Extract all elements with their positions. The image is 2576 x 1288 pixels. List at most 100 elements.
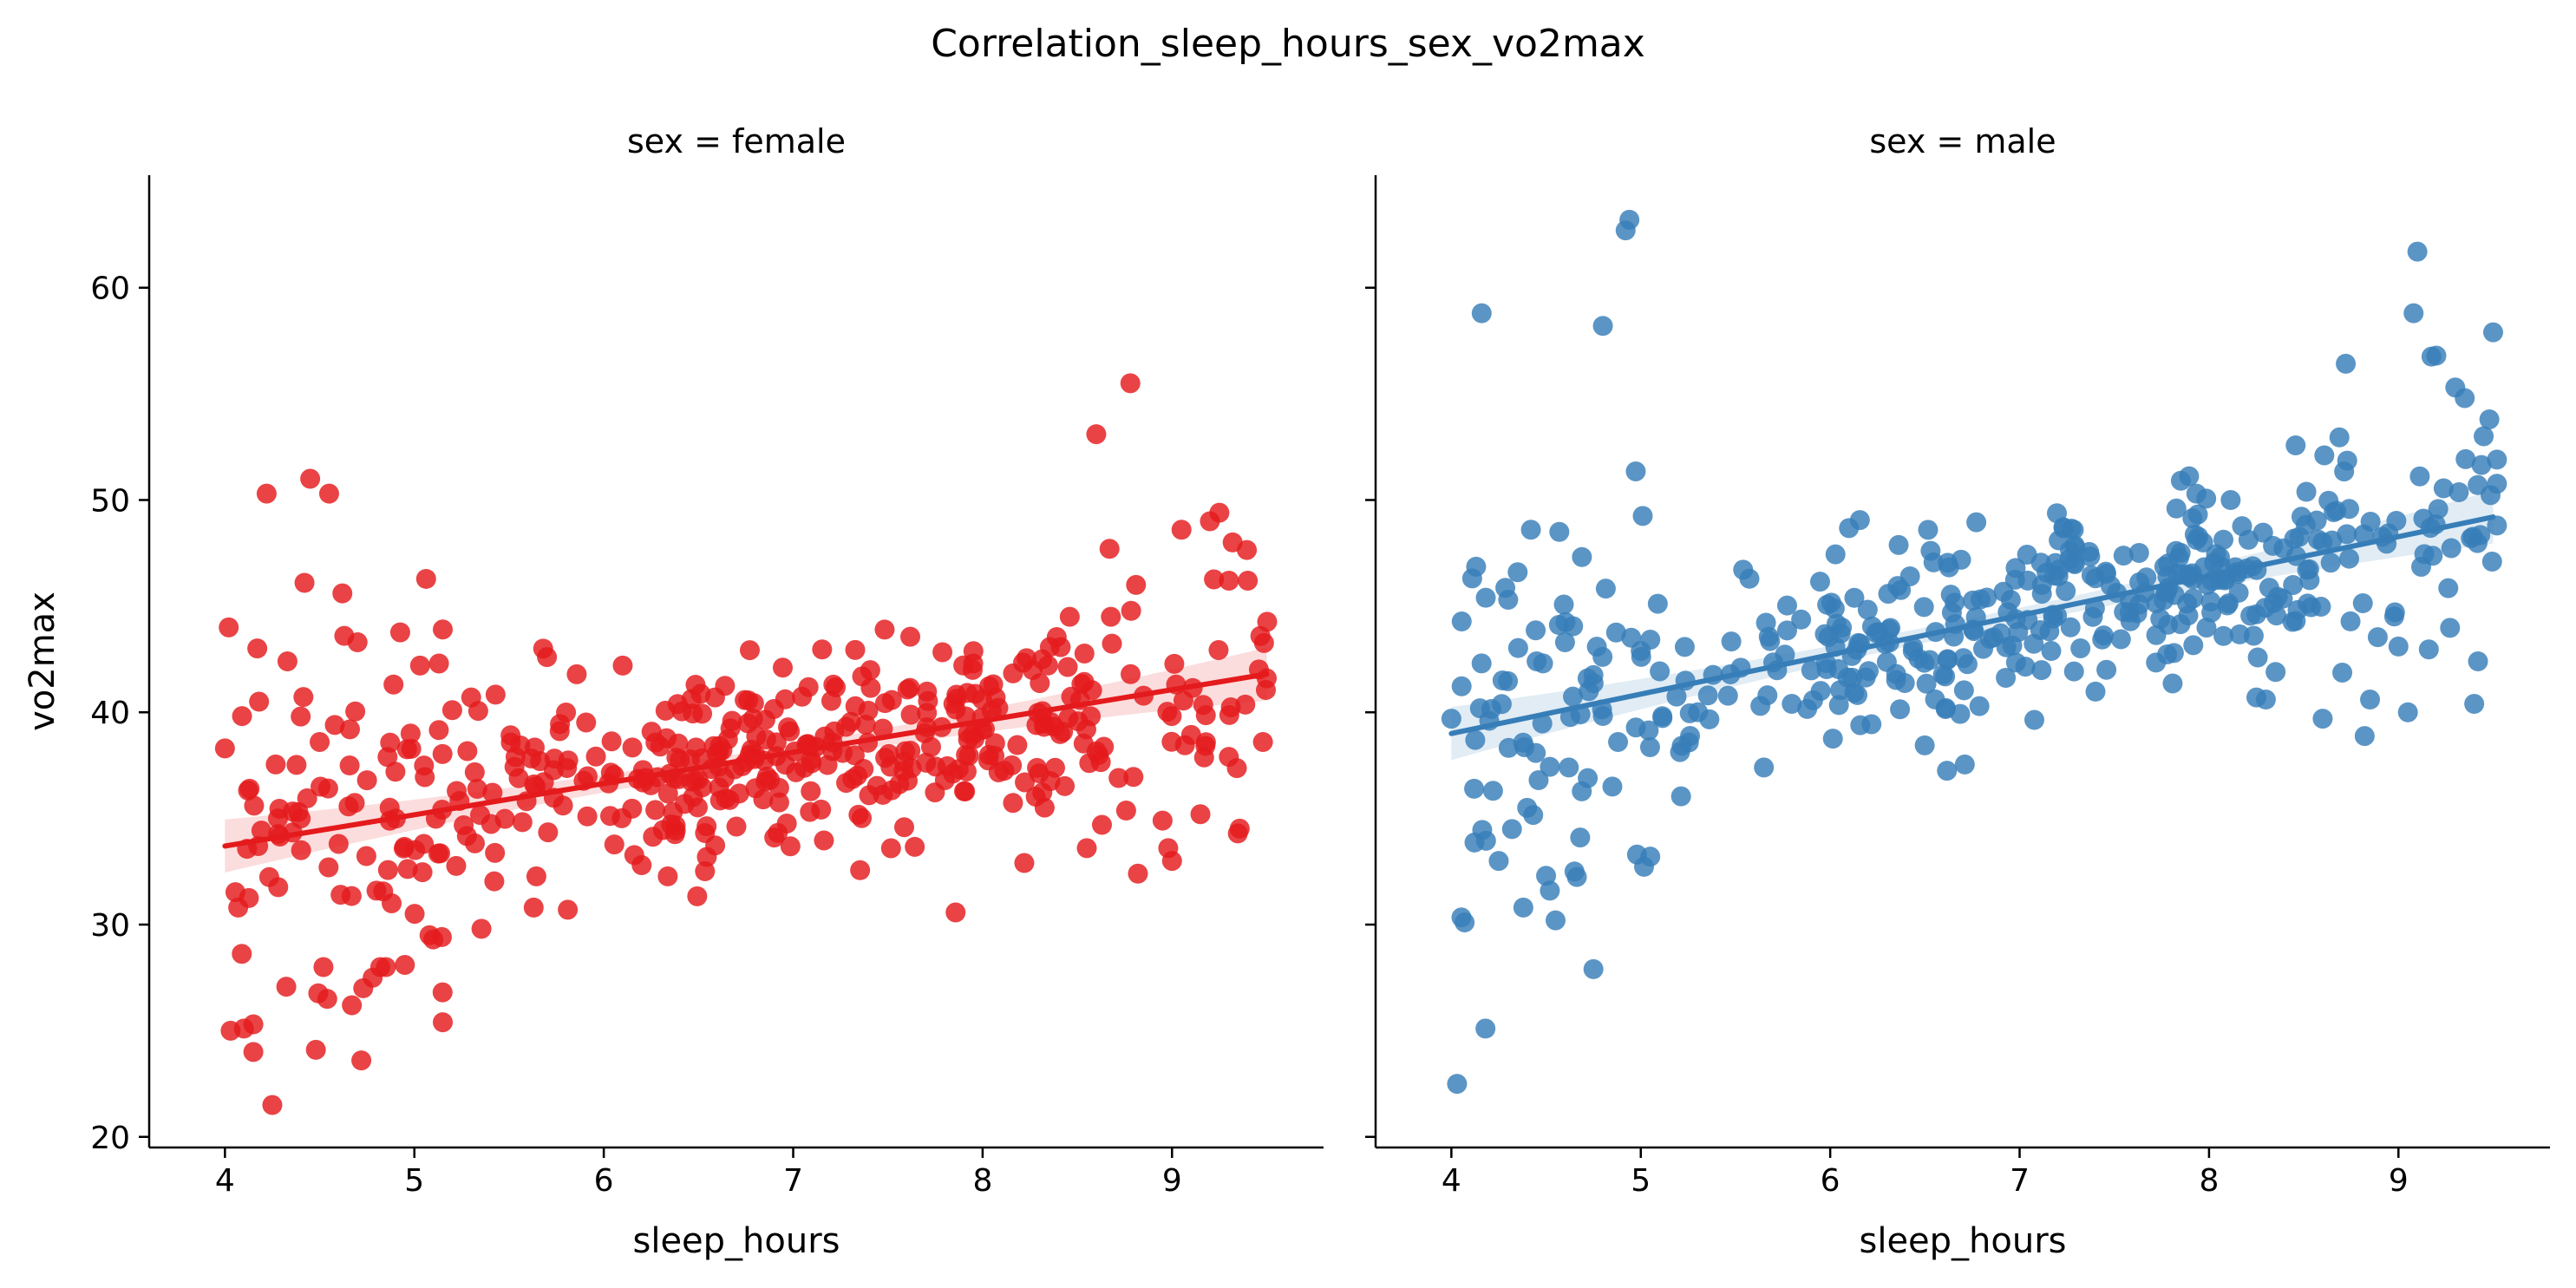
scatter-point <box>332 583 353 604</box>
x-tick-label: 6 <box>594 1163 614 1199</box>
scatter-point <box>691 748 712 768</box>
scatter-point <box>1025 787 1046 807</box>
scatter-point <box>743 693 764 714</box>
scatter-point <box>1647 593 1668 614</box>
scatter-point <box>415 767 435 788</box>
x-tick-label: 5 <box>404 1163 424 1199</box>
scatter-point <box>897 679 918 700</box>
scatter-point <box>1003 663 1023 683</box>
scatter-point <box>2229 624 2250 644</box>
scatter-point <box>612 655 633 676</box>
scatter-point <box>1674 637 1695 657</box>
scatter-point <box>1161 706 1182 727</box>
scatter-point <box>219 617 239 637</box>
scatter-point <box>2332 663 2353 683</box>
scatter-point <box>457 741 478 762</box>
scatter-point <box>962 659 983 680</box>
scatter-point <box>1757 685 1778 706</box>
scatter-point <box>764 827 785 848</box>
scatter-point <box>2383 606 2404 627</box>
scatter-point <box>2354 726 2375 747</box>
scatter-point <box>641 722 662 742</box>
scatter-point <box>351 1050 372 1071</box>
facet-panel-female: sex = female 4 5 6 7 8 9 20 30 40 50 60 sleep_hours v… <box>23 122 1324 1261</box>
scatter-point <box>1972 638 1993 659</box>
scatter-point <box>1621 627 1642 648</box>
x-tick-label: 8 <box>972 1163 992 1199</box>
scatter-point <box>512 812 533 833</box>
scatter-point <box>385 762 406 782</box>
scatter-point <box>696 816 717 837</box>
scatter-point <box>2136 567 2157 588</box>
scatter-point <box>1825 544 1846 565</box>
scatter-point <box>905 836 925 857</box>
scatter-point <box>2411 556 2432 577</box>
scatter-point <box>768 792 789 813</box>
scatter-point <box>2240 605 2261 626</box>
scatter-point <box>1940 585 1961 605</box>
scatter-point <box>310 732 330 753</box>
scatter-point <box>576 712 597 733</box>
scatter-point <box>657 783 678 804</box>
scatter-point <box>2041 641 2062 662</box>
scatter-point <box>2158 553 2179 574</box>
scatter-point <box>1465 729 1486 750</box>
scatter-point <box>1204 569 1225 590</box>
scatter-point <box>1190 804 1211 825</box>
scatter-point <box>2196 488 2217 509</box>
scatter-point <box>1545 910 1566 931</box>
scatter-point <box>1844 683 1865 703</box>
scatter-point <box>228 897 249 918</box>
scatter-point <box>338 796 359 817</box>
scatter-point <box>2187 529 2207 550</box>
scatter-point <box>2170 470 2191 491</box>
scatter-point <box>1640 847 1661 867</box>
scatter-point <box>1475 587 1496 608</box>
scatter-point <box>2440 618 2461 638</box>
scatter-point <box>1517 797 1538 818</box>
scatter-point <box>523 897 544 918</box>
scatter-point <box>1471 303 1492 324</box>
scatter-point <box>2296 481 2317 502</box>
scatter-point <box>461 687 481 708</box>
scatter-point <box>330 885 351 906</box>
scatter-point <box>1540 880 1560 901</box>
scatter-point <box>1592 646 1613 667</box>
scatter-point <box>1670 786 1691 807</box>
scatter-point <box>1526 742 1546 763</box>
scatter-point <box>1046 626 1067 647</box>
scatter-point <box>1074 671 1095 692</box>
scatter-point <box>1818 626 1839 647</box>
scatter-point <box>2096 659 2117 680</box>
x-tick-label: 6 <box>1821 1163 1840 1199</box>
scatter-point <box>1464 778 1485 799</box>
scatter-point <box>432 743 453 764</box>
scatter-point <box>1608 732 1629 753</box>
y-tick-label: 20 <box>90 1121 130 1156</box>
scatter-point <box>1520 520 1541 540</box>
scatter-point <box>880 838 901 859</box>
scatter-point <box>383 674 404 695</box>
scatter-point <box>2263 535 2284 556</box>
scatter-point <box>415 568 436 589</box>
scatter-point <box>2409 466 2430 487</box>
scatter-point <box>1164 653 1185 674</box>
scatter-point <box>577 806 598 827</box>
scatter-point <box>339 719 360 740</box>
scatter-point <box>1252 732 1273 753</box>
scatter-point <box>243 1042 264 1062</box>
scatter-point <box>685 675 706 696</box>
scatter-point <box>1559 757 1579 778</box>
scatter-point <box>1121 600 1141 621</box>
scatter-point <box>1888 534 1909 555</box>
scatter-point <box>801 781 821 801</box>
scatter-point <box>2487 515 2507 536</box>
scatter-point <box>1553 594 1574 615</box>
scatter-point <box>1951 549 1971 570</box>
scatter-point <box>1679 703 1700 723</box>
scatter-point <box>251 821 271 841</box>
scatter-point <box>2200 591 2221 611</box>
scatter-point <box>412 862 433 883</box>
scatter-point <box>433 1012 453 1033</box>
scatter-point <box>1572 546 1592 567</box>
